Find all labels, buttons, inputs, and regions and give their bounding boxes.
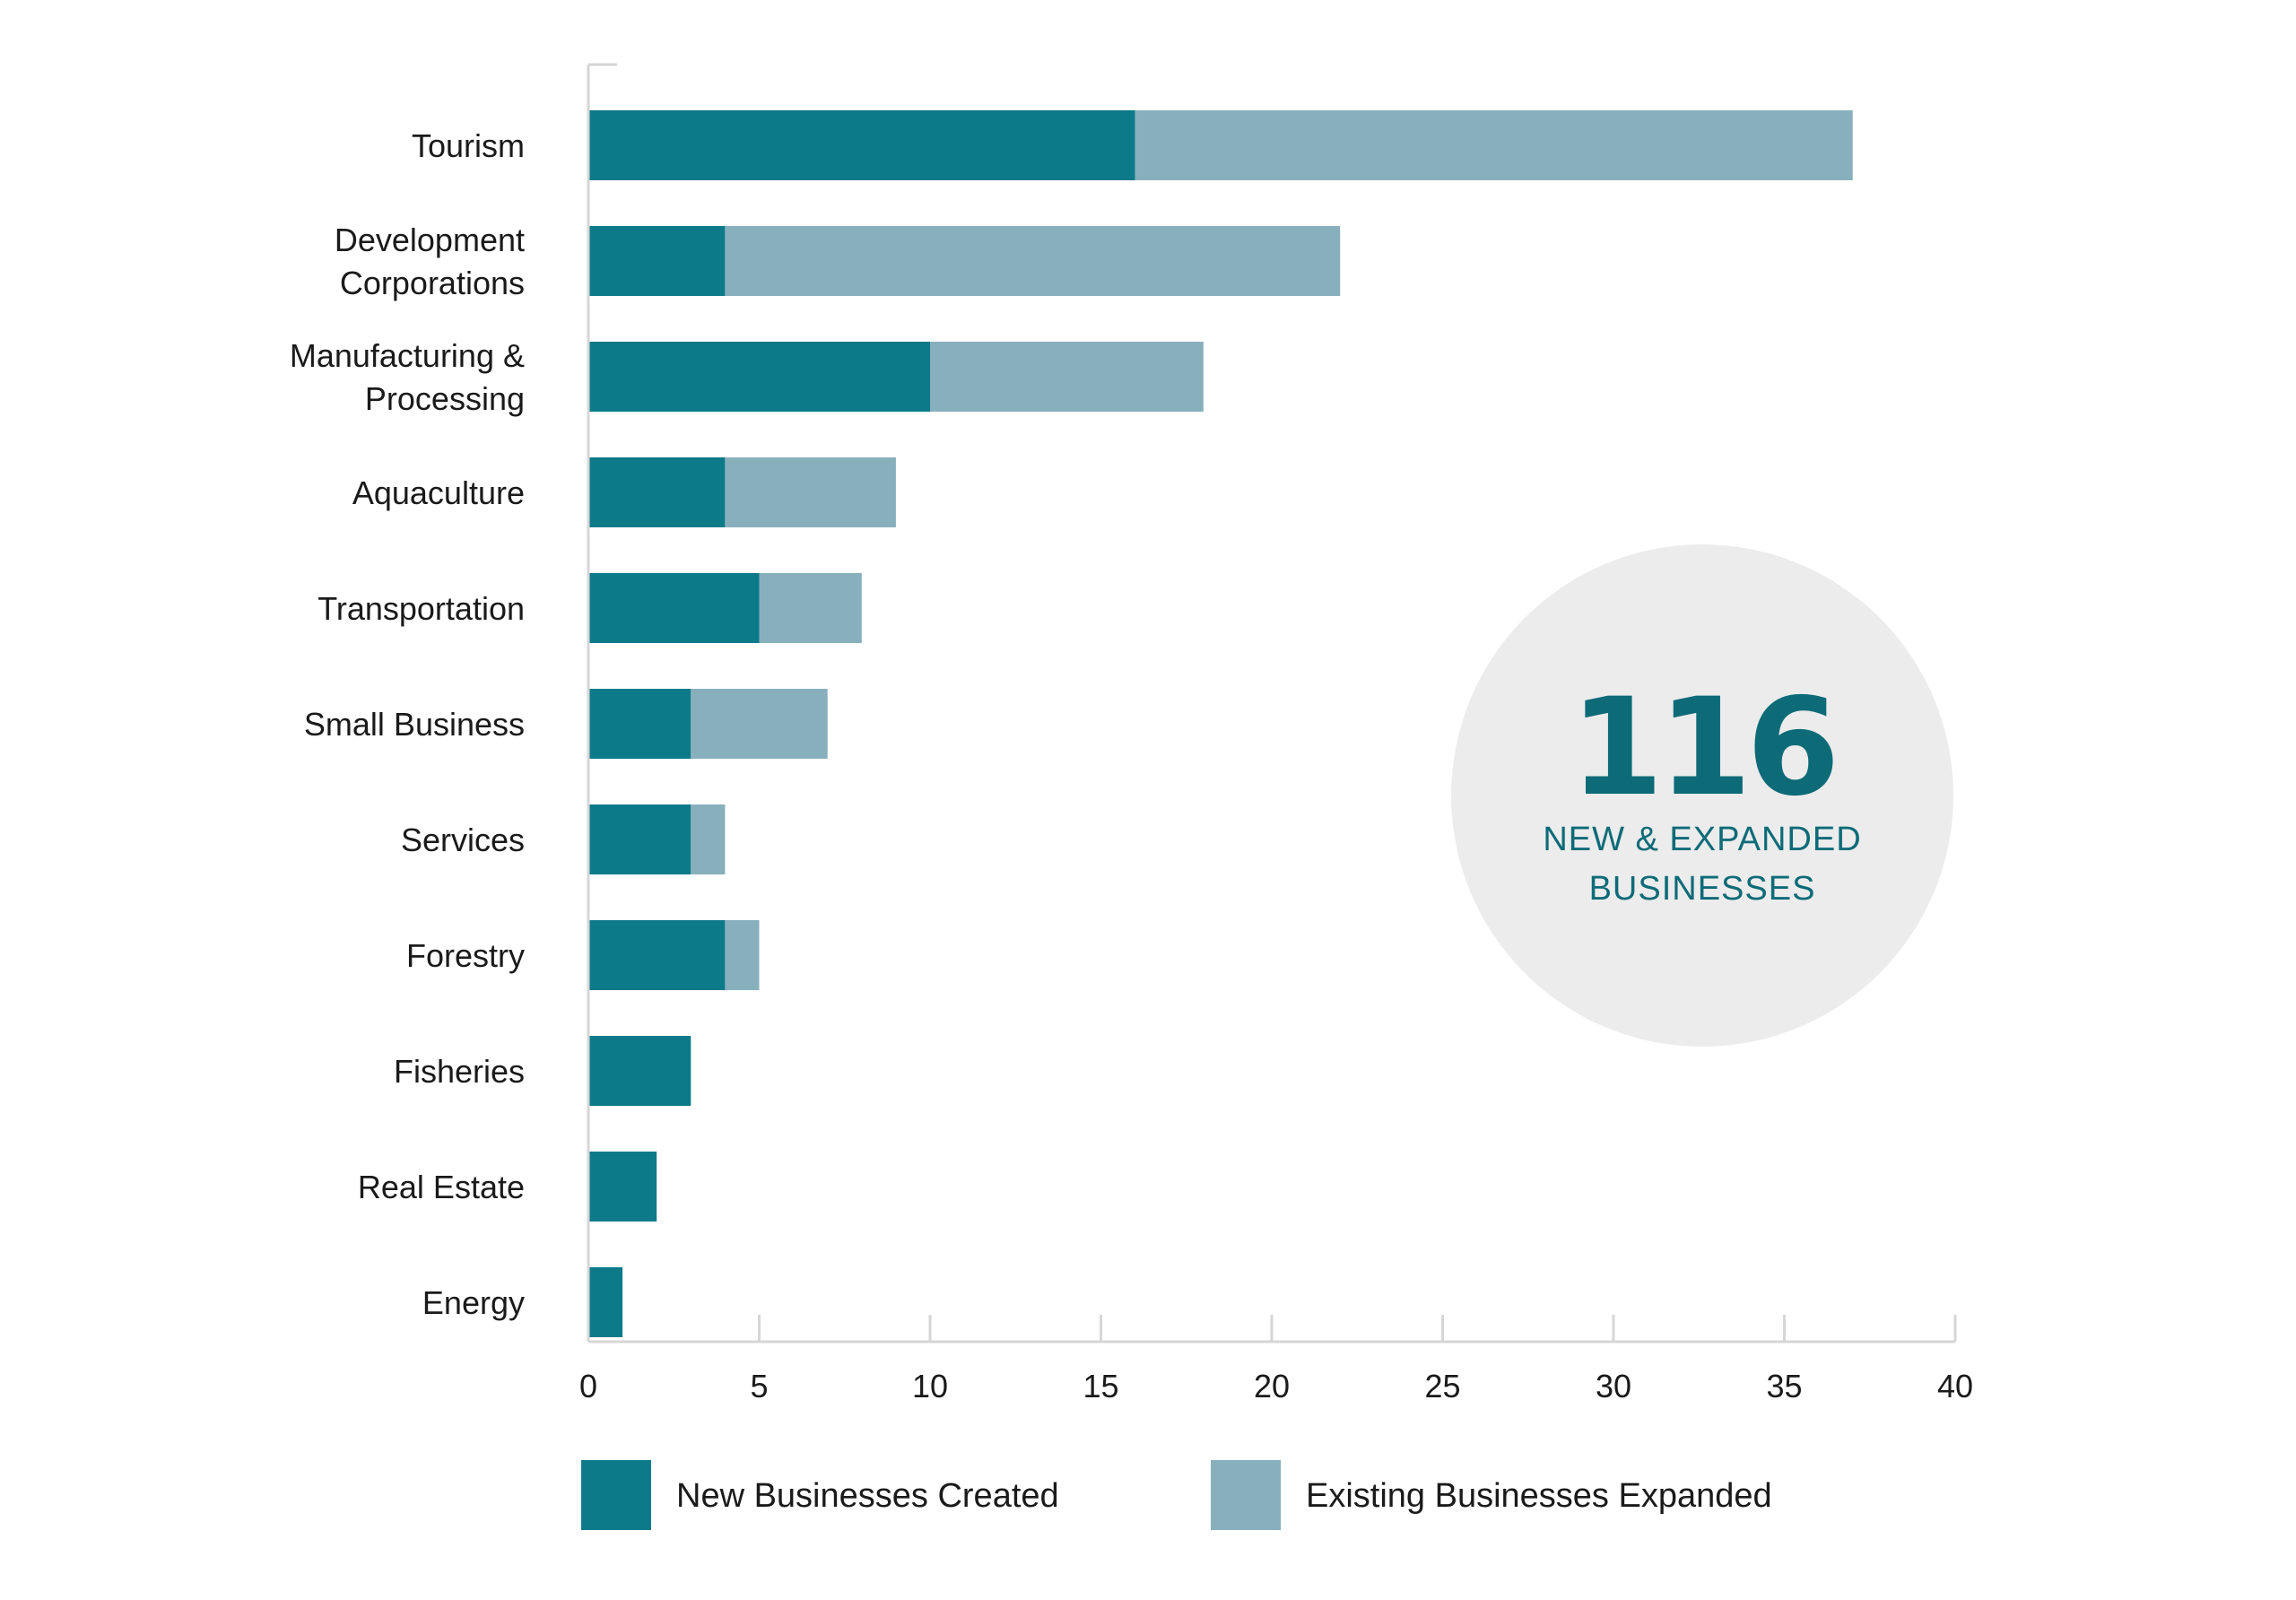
category-labels: Tourism Development Corporations Manufactur… [290, 127, 525, 1321]
bar-new-7 [588, 920, 726, 990]
bar-new-10 [588, 1267, 623, 1337]
x-tick-label: 40 [1937, 1368, 1973, 1404]
category-label: Energy [422, 1284, 525, 1321]
bar-expanded-6 [691, 804, 726, 874]
x-tick-label: 35 [1766, 1368, 1802, 1404]
legend: New Businesses Created Existing Businesse… [581, 1460, 1772, 1530]
x-tick-label: 10 [912, 1368, 948, 1404]
callout-label-line2: BUSINESSES [1589, 870, 1816, 908]
category-label: Small Business [304, 706, 525, 743]
category-label: Real Estate [358, 1169, 525, 1205]
legend-label-new: New Businesses Created [676, 1477, 1059, 1515]
legend-swatch-expanded [1211, 1460, 1281, 1530]
x-axis-ticks: 0 5 10 15 20 25 30 35 40 [579, 1315, 1973, 1404]
x-tick-label: 25 [1424, 1368, 1460, 1404]
bar-new-5 [588, 689, 691, 759]
category-label: Aquaculture [352, 474, 525, 511]
category-label: Fisheries [394, 1053, 525, 1090]
x-tick-label: 20 [1254, 1368, 1290, 1404]
bar-new-4 [588, 573, 760, 643]
callout-circle [1451, 544, 1953, 1047]
category-label: Corporations [340, 265, 525, 301]
bar-new-1 [588, 226, 726, 296]
bar-expanded-5 [691, 689, 828, 759]
x-tick-label: 0 [579, 1368, 597, 1404]
x-tick-label: 15 [1083, 1368, 1118, 1404]
total-callout: 116 NEW & EXPANDED BUSINESSES [1451, 544, 1953, 1047]
category-label: Manufacturing & [290, 337, 525, 374]
legend-swatch-new [581, 1460, 651, 1530]
bar-expanded-7 [725, 920, 760, 990]
category-label: Services [401, 822, 525, 858]
category-label: Transportation [317, 590, 525, 627]
bar-new-9 [588, 1152, 657, 1222]
bar-expanded-0 [1135, 110, 1853, 180]
bar-new-3 [588, 457, 726, 527]
bar-new-2 [588, 342, 930, 412]
category-label: Development [335, 222, 525, 258]
callout-label-line1: NEW & EXPANDED [1543, 821, 1861, 858]
x-tick-label: 5 [750, 1368, 768, 1404]
bar-new-6 [588, 804, 691, 874]
bar-expanded-1 [725, 226, 1341, 296]
category-label: Forestry [406, 937, 525, 974]
category-label: Tourism [412, 127, 525, 164]
category-label: Processing [365, 380, 525, 417]
bar-new-0 [588, 110, 1135, 180]
legend-label-expanded: Existing Businesses Expanded [1306, 1477, 1772, 1515]
callout-number: 116 [1570, 670, 1834, 826]
bars-layer [588, 110, 1853, 1337]
bar-expanded-4 [759, 573, 862, 643]
x-tick-label: 30 [1596, 1368, 1631, 1404]
bar-expanded-3 [725, 457, 896, 527]
bar-expanded-2 [930, 342, 1204, 412]
bar-new-8 [588, 1036, 691, 1106]
